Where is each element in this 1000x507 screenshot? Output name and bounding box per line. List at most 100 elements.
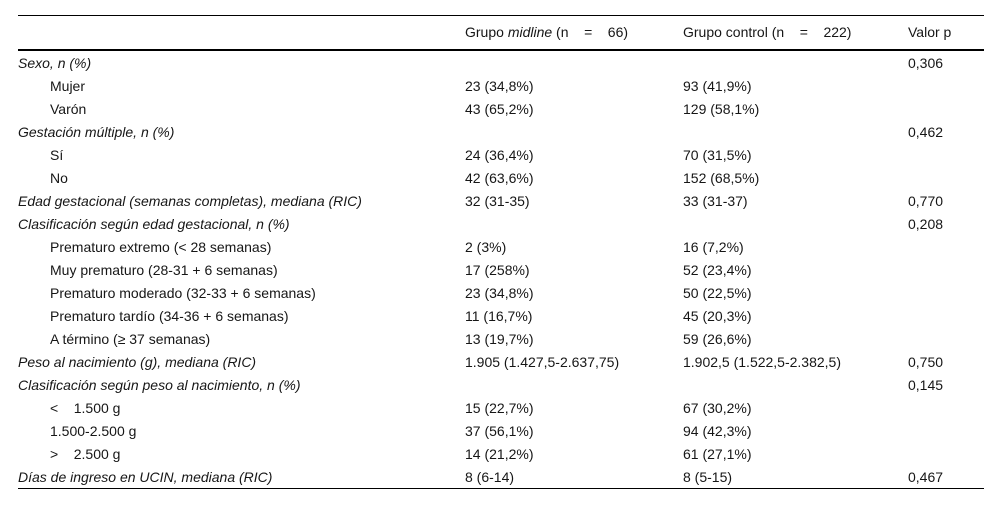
control-value-cell — [683, 373, 908, 396]
row-label-cell: Varón — [50, 100, 87, 117]
table-row: Mujer 23 (34,8%) 93 (41,9%) — [18, 74, 984, 97]
midline-value-cell: 17 (258%) — [465, 261, 530, 278]
p-value-cell — [908, 396, 984, 419]
table-header-row: Grupo midline (n = 66) Grupo control (n … — [18, 15, 984, 51]
row-label-cell: 1.500-2.500 g — [50, 422, 137, 439]
midline-value-cell: 14 (21,2%) — [465, 445, 534, 462]
header-variable-column — [18, 15, 465, 51]
table-row: Prematuro tardío (34-36 + 6 semanas) 11 (… — [18, 304, 984, 327]
header-midline-pre: Grupo — [465, 23, 508, 40]
control-value-cell: 93 (41,9%) — [683, 77, 752, 94]
table-row: No 42 (63,6%) 152 (68,5%) — [18, 166, 984, 189]
table-row: < 1.500 g 15 (22,7%) 67 (30,2%) — [18, 396, 984, 419]
table-row: Peso al nacimiento (g), mediana (RIC) 1.9… — [18, 350, 984, 373]
p-value-cell — [908, 235, 984, 258]
p-value-cell: 0,770 — [908, 192, 944, 209]
p-value-cell — [908, 258, 984, 281]
midline-value-cell: 11 (16,7%) — [465, 307, 533, 324]
p-value-cell: 0,462 — [908, 123, 944, 140]
table-row: Prematuro extremo (< 28 semanas) 2 (3%) 16… — [18, 235, 984, 258]
row-label-cell: Clasificación según edad gestacional, n … — [18, 215, 290, 232]
row-label-cell: Mujer — [50, 77, 86, 94]
midline-value-cell — [465, 212, 683, 235]
table-row: > 2.500 g 14 (21,2%) 61 (27,1%) — [18, 442, 984, 465]
control-value-cell: 152 (68,5%) — [683, 169, 760, 186]
midline-value-cell — [465, 373, 683, 396]
control-value-cell: 8 (5-15) — [683, 468, 733, 485]
row-label-cell: Prematuro tardío (34-36 + 6 semanas) — [50, 307, 289, 324]
control-value-cell: 59 (26,6%) — [683, 330, 752, 347]
midline-value-cell: 1.905 (1.427,5-2.637,75) — [465, 353, 620, 370]
table-row: Sexo, n (%) 0,306 — [18, 50, 984, 74]
header-midline-group: Grupo midline (n = 66) — [465, 15, 683, 51]
p-value-cell — [908, 442, 984, 465]
table-row: Sí 24 (36,4%) 70 (31,5%) — [18, 143, 984, 166]
midline-value-cell: 2 (3%) — [465, 238, 507, 255]
p-value-cell — [908, 143, 984, 166]
control-value-cell — [683, 120, 908, 143]
midline-value-cell: 43 (65,2%) — [465, 100, 534, 117]
midline-value-cell: 32 (31-35) — [465, 192, 530, 209]
control-value-cell — [683, 212, 908, 235]
table-row: Clasificación según peso al nacimiento, … — [18, 373, 984, 396]
control-value-cell: 1.902,5 (1.522,5-2.382,5) — [683, 353, 842, 370]
midline-value-cell: 8 (6-14) — [465, 468, 515, 485]
midline-value-cell: 23 (34,8%) — [465, 77, 534, 94]
row-label-cell: Muy prematuro (28-31 + 6 semanas) — [50, 261, 278, 278]
midline-value-cell — [465, 120, 683, 143]
control-value-cell: 61 (27,1%) — [683, 445, 752, 462]
midline-value-cell: 23 (34,8%) — [465, 284, 534, 301]
row-label-cell: Prematuro moderado (32-33 + 6 semanas) — [50, 284, 316, 301]
row-label-cell: No — [50, 169, 68, 186]
table-row: Muy prematuro (28-31 + 6 semanas) 17 (258… — [18, 258, 984, 281]
row-label-cell: Peso al nacimiento (g), mediana (RIC) — [18, 353, 257, 370]
p-value-cell: 0,306 — [908, 54, 944, 71]
row-label-cell: Sí — [50, 146, 64, 163]
row-label-cell: < 1.500 g — [50, 399, 121, 416]
control-value-cell: 16 (7,2%) — [683, 238, 744, 255]
table-row: Prematuro moderado (32-33 + 6 semanas) 23… — [18, 281, 984, 304]
control-value-cell: 33 (31-37) — [683, 192, 748, 209]
control-value-cell: 67 (30,2%) — [683, 399, 752, 416]
control-value-cell: 45 (20,3%) — [683, 307, 752, 324]
midline-value-cell — [465, 50, 683, 74]
control-value-cell — [683, 50, 908, 74]
table-row: Varón 43 (65,2%) 129 (58,1%) — [18, 97, 984, 120]
row-label-cell: Sexo, n (%) — [18, 54, 92, 71]
p-value-cell — [908, 327, 984, 350]
table-row: Clasificación según edad gestacional, n … — [18, 212, 984, 235]
p-value-cell: 0,145 — [908, 376, 944, 393]
header-midline-italic: midline — [507, 23, 553, 40]
control-value-cell: 129 (58,1%) — [683, 100, 760, 117]
midline-value-cell: 42 (63,6%) — [465, 169, 534, 186]
header-midline-post: (n = 66) — [552, 23, 629, 40]
table-row: Gestación múltiple, n (%) 0,462 — [18, 120, 984, 143]
control-value-cell: 70 (31,5%) — [683, 146, 752, 163]
midline-value-cell: 15 (22,7%) — [465, 399, 534, 416]
control-value-cell: 52 (23,4%) — [683, 261, 752, 278]
row-label-cell: Prematuro extremo (< 28 semanas) — [50, 238, 272, 255]
midline-value-cell: 24 (36,4%) — [465, 146, 534, 163]
p-value-cell — [908, 74, 984, 97]
p-value-cell: 0,467 — [908, 468, 944, 485]
row-label-cell: Edad gestacional (semanas completas), me… — [18, 192, 362, 209]
p-value-cell — [908, 281, 984, 304]
p-value-cell: 0,208 — [908, 215, 944, 232]
row-label-cell: A término (≥ 37 semanas) — [50, 330, 211, 347]
midline-value-cell: 37 (56,1%) — [465, 422, 534, 439]
p-value-cell — [908, 166, 984, 189]
row-label-cell: Clasificación según peso al nacimiento, … — [18, 376, 301, 393]
table-row: 1.500-2.500 g 37 (56,1%) 94 (42,3%) — [18, 419, 984, 442]
p-value-cell — [908, 419, 984, 442]
table-row: A término (≥ 37 semanas) 13 (19,7%) 59 (26… — [18, 327, 984, 350]
p-value-cell: 0,750 — [908, 353, 944, 370]
midline-value-cell: 13 (19,7%) — [465, 330, 534, 347]
header-control-group: Grupo control (n = 222) — [683, 15, 908, 51]
row-label-cell: > 2.500 g — [50, 445, 121, 462]
header-control-label: Grupo control (n = 222) — [683, 23, 852, 40]
control-value-cell: 50 (22,5%) — [683, 284, 752, 301]
control-value-cell: 94 (42,3%) — [683, 422, 752, 439]
row-label-cell: Gestación múltiple, n (%) — [18, 123, 175, 140]
p-value-cell — [908, 97, 984, 120]
